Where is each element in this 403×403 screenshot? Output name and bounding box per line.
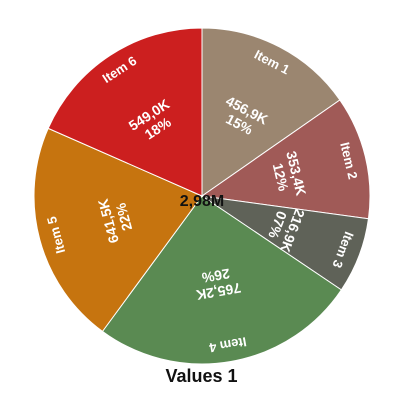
pie-slices xyxy=(33,27,371,365)
slice-percent-label: 26% xyxy=(200,266,231,287)
pie-slice-4 xyxy=(101,195,343,365)
slice-category-label: Item 4 xyxy=(207,334,247,355)
slice-percent-label: 22% xyxy=(112,201,135,233)
slice-value-label: 765,2K xyxy=(195,280,242,303)
pie-slice-5 xyxy=(33,127,203,333)
pie-slice-2 xyxy=(200,99,371,220)
pie-slice-1 xyxy=(201,27,341,197)
slice-percent-label: 12% xyxy=(270,162,292,194)
pie-slice-6 xyxy=(47,27,203,197)
center-total-label: 2,98M xyxy=(180,193,224,210)
chart-title: Values 1 xyxy=(165,366,238,386)
